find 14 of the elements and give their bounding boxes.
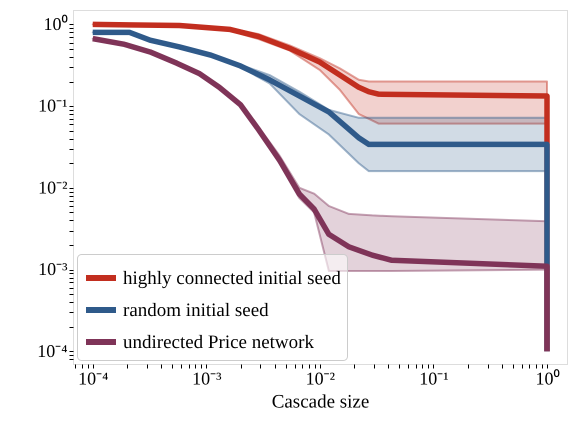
y-tick-label: 10⁻¹ <box>38 96 68 116</box>
legend-label: highly connected initial seed <box>123 268 342 289</box>
legend-label: undirected Price network <box>123 332 314 353</box>
x-axis-title: Cascade size <box>272 392 370 412</box>
x-tick-label: 10⁻³ <box>192 368 222 388</box>
x-tick-label: 10⁻¹ <box>419 368 449 388</box>
x-tick-label: 10⁻² <box>306 368 336 388</box>
y-tick-label: 10⁻³ <box>38 259 68 280</box>
x-tick-label: 10⁻⁴ <box>78 368 108 388</box>
y-tick-label: 10⁰ <box>44 14 68 34</box>
y-tick-label: 10⁻² <box>38 177 68 198</box>
legend-label: random initial seed <box>123 300 270 321</box>
x-tick-label: 10⁰ <box>536 368 560 388</box>
y-tick-label: 10⁻⁴ <box>37 340 68 361</box>
